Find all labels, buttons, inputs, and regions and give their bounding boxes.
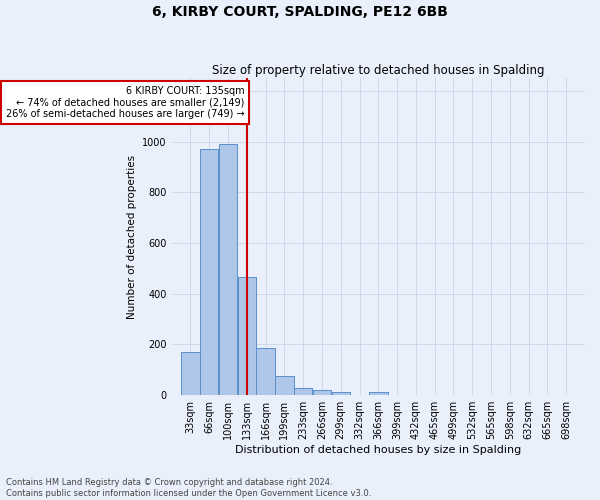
Bar	[238, 278, 256, 395]
Bar	[294, 388, 313, 395]
Y-axis label: Number of detached properties: Number of detached properties	[127, 154, 137, 319]
Title: Size of property relative to detached houses in Spalding: Size of property relative to detached ho…	[212, 64, 545, 77]
Text: Contains HM Land Registry data © Crown copyright and database right 2024.
Contai: Contains HM Land Registry data © Crown c…	[6, 478, 371, 498]
X-axis label: Distribution of detached houses by size in Spalding: Distribution of detached houses by size …	[235, 445, 521, 455]
Text: 6, KIRBY COURT, SPALDING, PE12 6BB: 6, KIRBY COURT, SPALDING, PE12 6BB	[152, 5, 448, 19]
Bar	[332, 392, 350, 395]
Bar	[369, 392, 388, 395]
Bar	[275, 376, 293, 395]
Bar	[200, 149, 218, 395]
Bar	[219, 144, 237, 395]
Bar	[181, 352, 200, 395]
Bar	[313, 390, 331, 395]
Text: 6 KIRBY COURT: 135sqm
← 74% of detached houses are smaller (2,149)
26% of semi-d: 6 KIRBY COURT: 135sqm ← 74% of detached …	[6, 86, 245, 119]
Bar	[256, 348, 275, 395]
